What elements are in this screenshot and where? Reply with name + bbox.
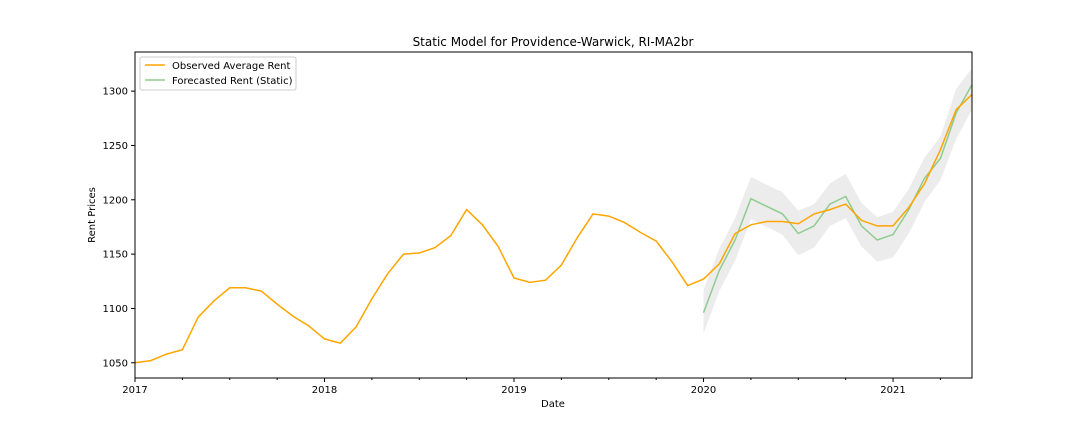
x-axis: 2017 2018 2019 2020 2021 <box>122 378 941 396</box>
x-tick-label: 2019 <box>501 385 526 396</box>
plot-frame <box>134 51 973 379</box>
y-tick-label: 1100 <box>103 304 128 315</box>
y-tick-label: 1300 <box>103 87 128 98</box>
x-axis-label: Date <box>541 399 565 410</box>
x-tick-label: 2017 <box>122 385 147 396</box>
chart-title: Static Model for Providence-Warwick, RI-… <box>413 35 694 49</box>
legend-label-forecast: Forecasted Rent (Static) <box>172 76 293 87</box>
series-line-observed <box>134 93 973 364</box>
legend-box <box>139 56 297 91</box>
y-tick-label: 1200 <box>103 195 128 206</box>
series-line-forecast <box>702 84 973 314</box>
y-axis: 1050 1100 1150 1200 1250 1300 <box>103 87 135 369</box>
x-tick-label: 2020 <box>691 385 716 396</box>
x-tick-label: 2018 <box>312 385 337 396</box>
legend-label-observed: Observed Average Rent <box>172 61 291 72</box>
y-tick-label: 1150 <box>103 250 128 261</box>
y-tick-label: 1050 <box>103 358 128 369</box>
legend: Observed Average Rent Forecasted Rent (S… <box>139 56 297 91</box>
series-lines <box>134 84 973 364</box>
y-tick-label: 1250 <box>103 141 128 152</box>
x-tick-label: 2021 <box>880 385 905 396</box>
y-axis-label: Rent Prices <box>87 187 98 243</box>
